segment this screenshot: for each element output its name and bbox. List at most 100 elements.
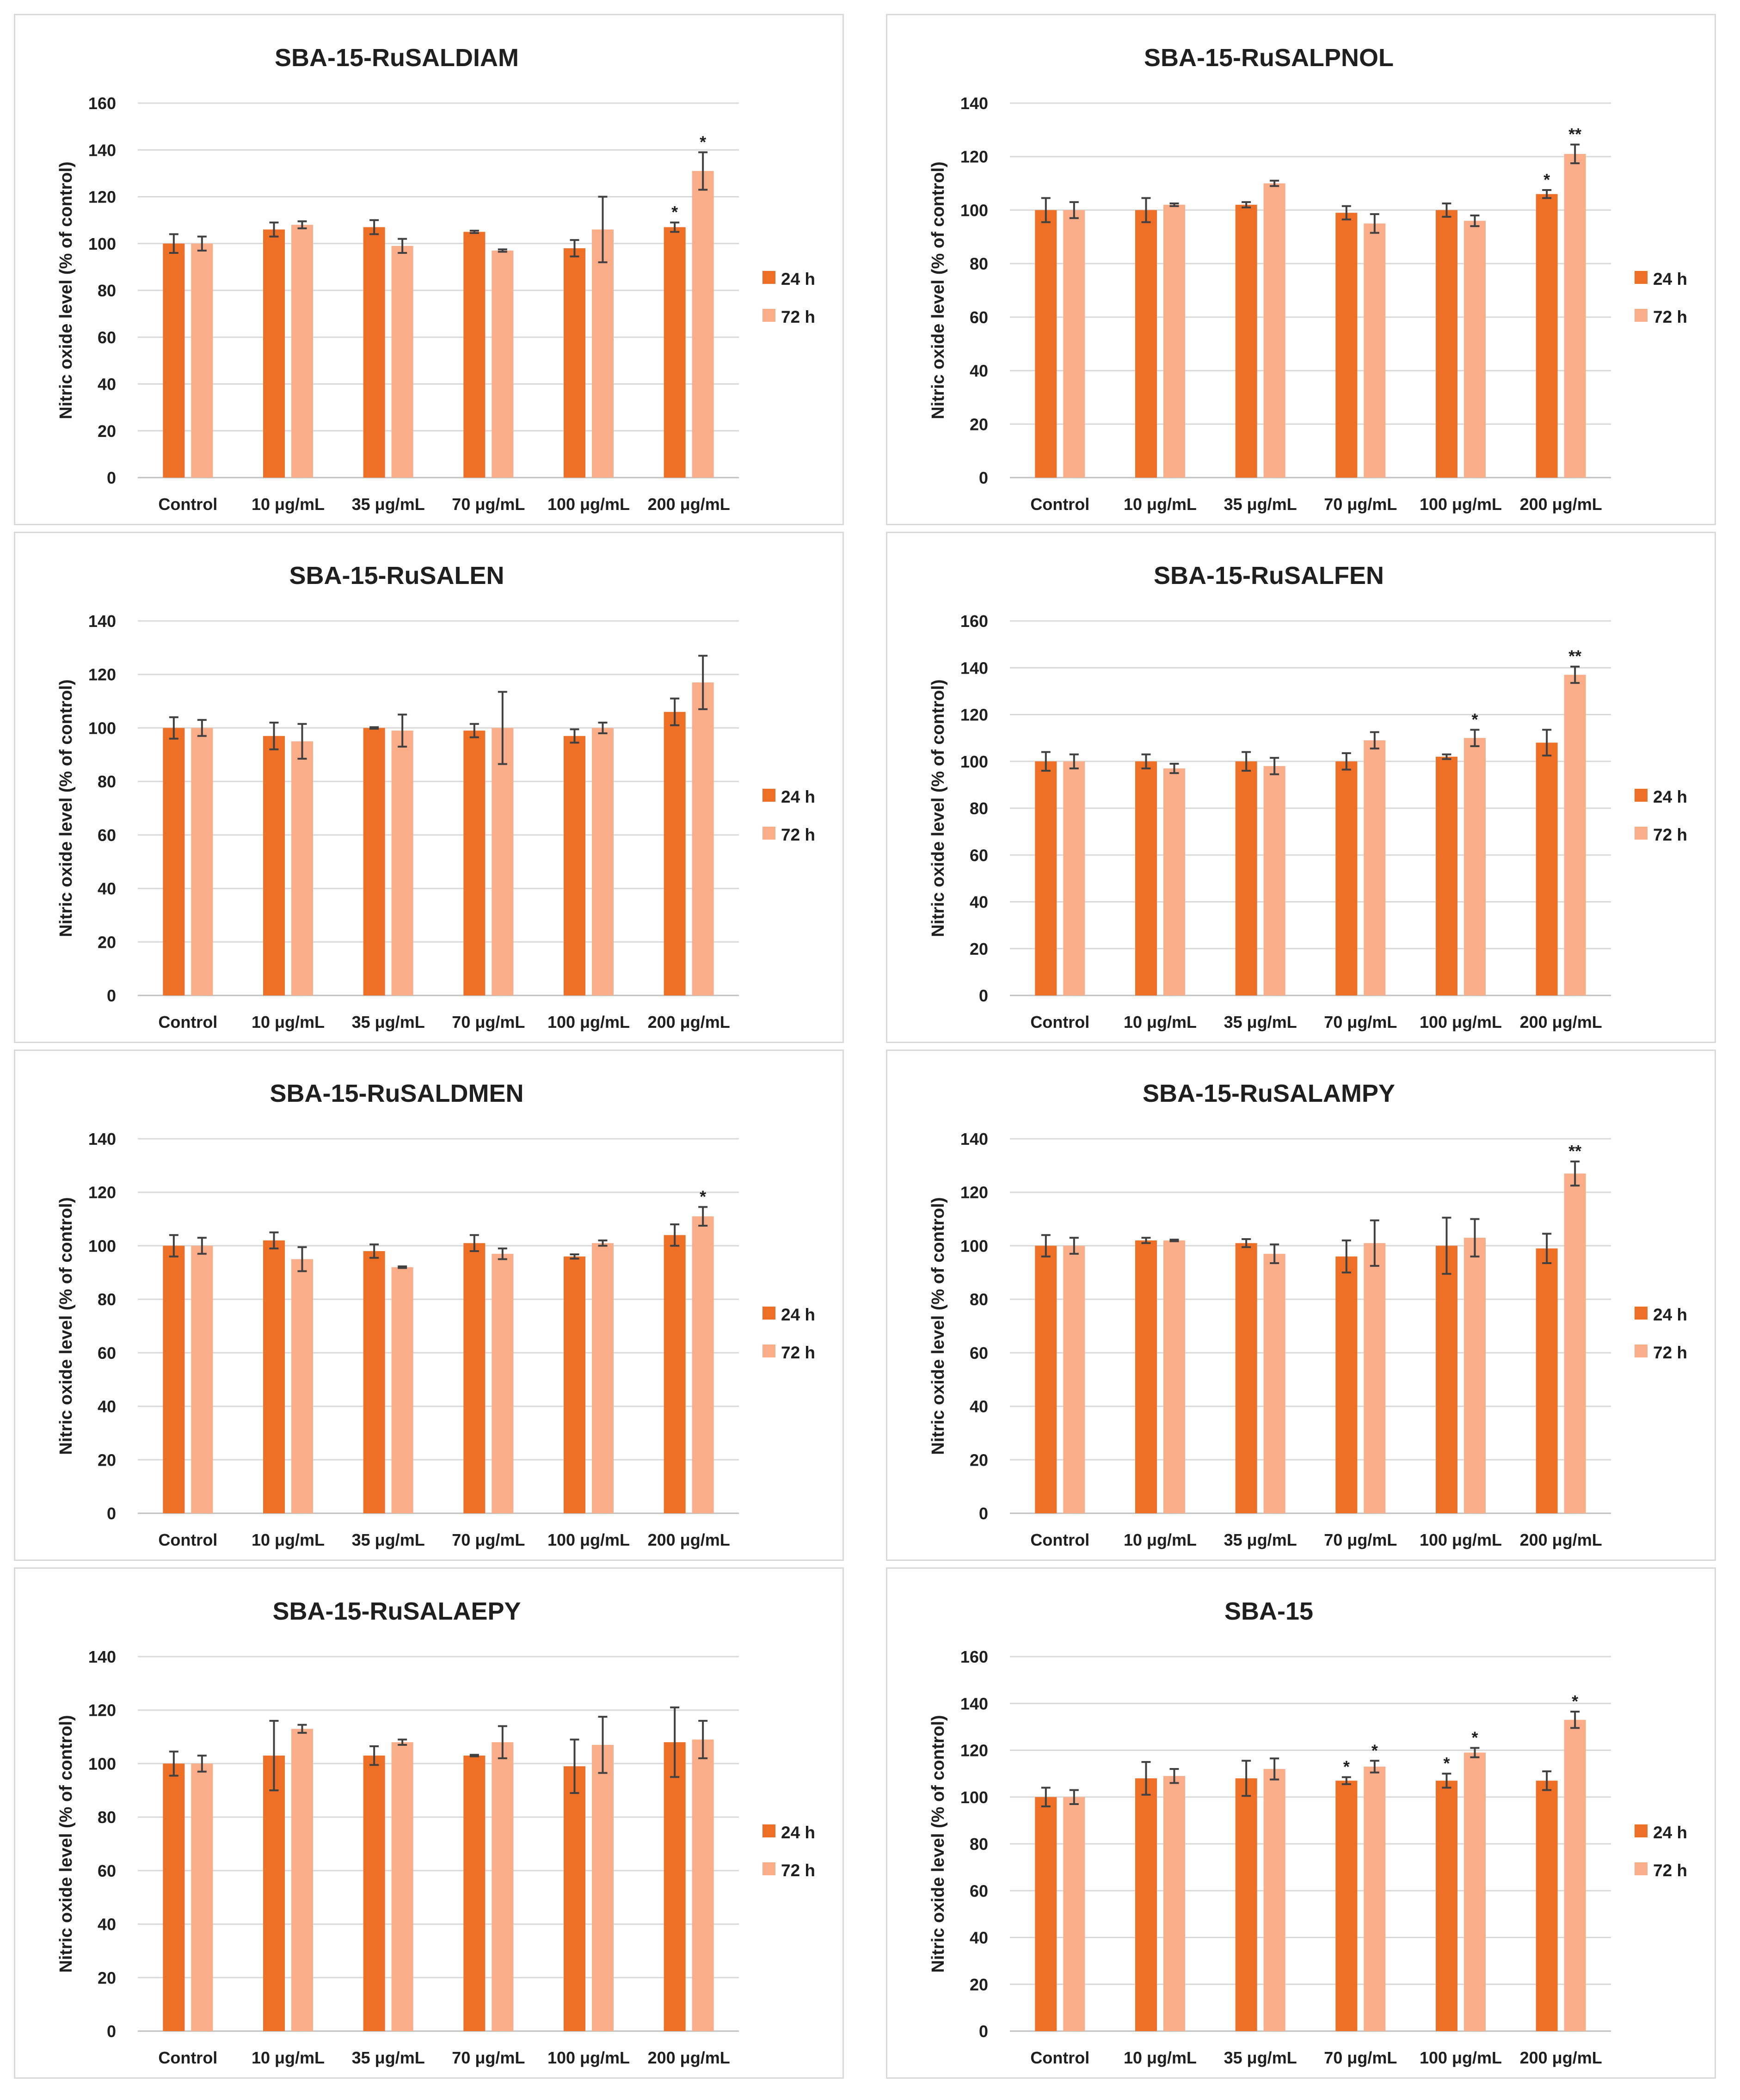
- bar-72h: [692, 1216, 714, 1513]
- x-tick-label: 10 μg/mL: [1124, 1013, 1197, 1032]
- legend-label: 72 h: [1653, 1343, 1687, 1362]
- significance-marker: **: [1568, 125, 1581, 144]
- x-tick-label: 100 μg/mL: [1420, 2048, 1502, 2067]
- chart-title: SBA-15-RuSALFEN: [1154, 562, 1384, 589]
- chart-panel: SBA-15-RuSALAEPY Nitric oxide level (% of…: [14, 1567, 844, 2079]
- x-tick-label: 70 μg/mL: [452, 2048, 525, 2067]
- bar-24h: [1436, 1246, 1457, 1513]
- bar-72h: [1263, 1253, 1285, 1513]
- x-tick-label: 200 μg/mL: [648, 2048, 730, 2067]
- y-tick-label: 20: [970, 1450, 988, 1469]
- bar-72h: [592, 1744, 614, 2031]
- y-axis-label: Nitric oxide level (% of control): [928, 161, 948, 419]
- y-axis-label: Nitric oxide level (% of control): [56, 1715, 76, 1972]
- y-tick-label: 40: [98, 879, 116, 898]
- bar-72h: [1564, 1719, 1586, 2031]
- y-tick-label: 80: [98, 1290, 116, 1309]
- significance-marker: *: [1471, 710, 1478, 729]
- bar-72h: [1564, 1173, 1586, 1513]
- x-tick-label: 200 μg/mL: [648, 1013, 730, 1032]
- chart-panel: SBA-15 Nitric oxide level (% of control) 0…: [886, 1567, 1716, 2079]
- bar-24h: [1436, 210, 1457, 478]
- chart-panel: SBA-15-RuSALDMEN Nitric oxide level (% of…: [14, 1050, 844, 1561]
- y-tick-label: 100: [960, 752, 988, 771]
- y-tick-label: 0: [107, 986, 116, 1005]
- y-tick-label: 0: [979, 468, 988, 487]
- bar-24h: [163, 1763, 185, 2031]
- y-tick-label: 140: [960, 1694, 988, 1713]
- x-tick-label: 10 μg/mL: [252, 2048, 325, 2067]
- bar-24h: [1235, 761, 1257, 995]
- bar-24h: [1135, 1240, 1157, 1513]
- bar-24h: [1436, 1781, 1457, 2031]
- x-tick-label: 10 μg/mL: [1124, 2048, 1197, 2067]
- x-tick-label: 200 μg/mL: [1520, 1530, 1602, 1549]
- bar-72h: [291, 1259, 313, 1513]
- bar-24h: [1536, 1248, 1558, 1513]
- y-tick-label: 140: [960, 1130, 988, 1148]
- y-axis-label: Nitric oxide level (% of control): [56, 1197, 76, 1455]
- significance-marker: *: [1471, 1728, 1478, 1747]
- y-tick-label: 20: [98, 933, 116, 952]
- bar-72h: [391, 731, 413, 995]
- y-tick-label: 120: [88, 1183, 116, 1202]
- y-tick-label: 0: [979, 986, 988, 1005]
- y-tick-label: 100: [960, 1788, 988, 1807]
- bar-24h: [1335, 213, 1358, 478]
- y-tick-label: 80: [98, 281, 116, 300]
- bar-72h: [692, 1739, 714, 2031]
- y-tick-label: 40: [970, 1928, 988, 1947]
- x-tick-label: 10 μg/mL: [1124, 495, 1197, 514]
- y-tick-label: 60: [98, 1344, 116, 1363]
- legend-label: 24 h: [781, 1823, 815, 1842]
- y-tick-label: 40: [98, 1915, 116, 1934]
- y-tick-label: 0: [107, 468, 116, 487]
- y-tick-label: 40: [970, 893, 988, 912]
- bar-72h: [191, 1246, 213, 1513]
- x-tick-label: 100 μg/mL: [1420, 1530, 1502, 1549]
- y-tick-label: 140: [88, 612, 116, 631]
- chart-title: SBA-15-RuSALDIAM: [275, 44, 519, 72]
- y-tick-label: 40: [98, 1397, 116, 1416]
- x-tick-label: 35 μg/mL: [1224, 2048, 1297, 2067]
- y-tick-label: 60: [98, 328, 116, 347]
- chart-title: SBA-15-RuSALAEPY: [272, 1597, 521, 1625]
- bar-24h: [1335, 1781, 1358, 2031]
- legend-label: 24 h: [1653, 1823, 1687, 1842]
- bar-24h: [664, 227, 686, 478]
- x-tick-label: 200 μg/mL: [648, 495, 730, 514]
- bar-24h: [1536, 194, 1558, 478]
- chart-svg: SBA-15-RuSALFEN Nitric oxide level (% of …: [928, 562, 1687, 1032]
- x-tick-label: 100 μg/mL: [547, 495, 630, 514]
- x-tick-label: 35 μg/mL: [352, 495, 425, 514]
- x-tick-label: 100 μg/mL: [1420, 1013, 1502, 1032]
- y-tick-label: 60: [98, 826, 116, 845]
- x-tick-label: 70 μg/mL: [1324, 495, 1397, 514]
- chart-svg: SBA-15 Nitric oxide level (% of control) 0…: [928, 1597, 1687, 2067]
- bar-24h: [1135, 1778, 1157, 2031]
- bar-72h: [291, 1729, 313, 2031]
- y-axis-label: Nitric oxide level (% of control): [928, 679, 948, 937]
- bar-72h: [291, 225, 313, 478]
- y-tick-label: 160: [960, 1647, 988, 1666]
- bar-24h: [564, 1766, 585, 2031]
- x-tick-label: 35 μg/mL: [352, 1530, 425, 1549]
- x-tick-label: Control: [158, 2048, 217, 2067]
- y-tick-label: 120: [960, 706, 988, 725]
- y-tick-label: 100: [88, 1236, 116, 1255]
- y-axis-label: Nitric oxide level (% of control): [56, 679, 76, 937]
- x-tick-label: Control: [1030, 1530, 1089, 1549]
- y-tick-label: 80: [98, 1808, 116, 1827]
- y-tick-label: 120: [88, 188, 116, 207]
- legend-swatch: [1635, 1307, 1648, 1320]
- x-tick-label: 100 μg/mL: [1420, 495, 1502, 514]
- bar-24h: [363, 1251, 385, 1513]
- y-tick-label: 120: [960, 1741, 988, 1760]
- legend-swatch: [762, 1862, 775, 1875]
- x-tick-label: 70 μg/mL: [1324, 1013, 1397, 1032]
- bar-24h: [1035, 210, 1057, 478]
- y-tick-label: 60: [970, 308, 988, 327]
- y-tick-label: 20: [98, 1968, 116, 1987]
- y-tick-label: 160: [88, 94, 116, 113]
- bar-72h: [492, 1742, 514, 2031]
